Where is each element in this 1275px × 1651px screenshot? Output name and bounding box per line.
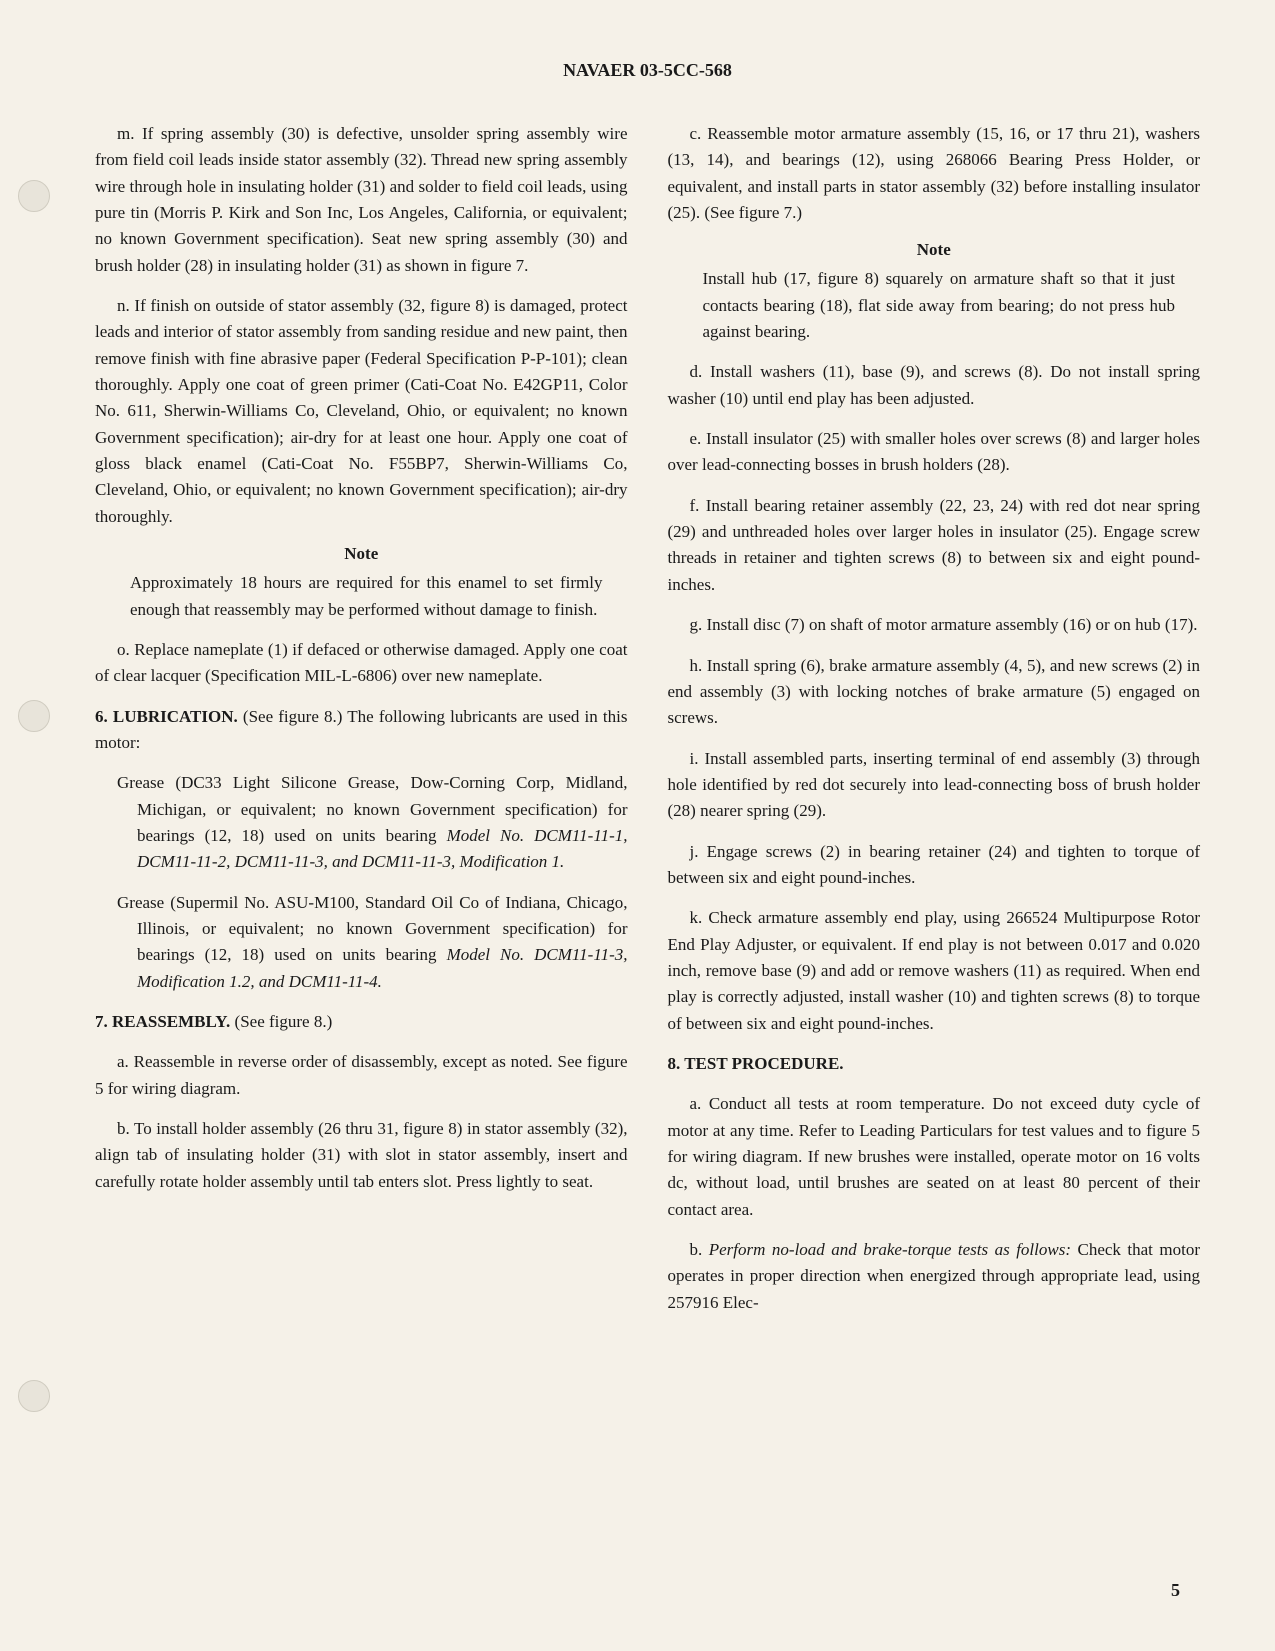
section-8: 8. TEST PROCEDURE. [668,1051,1201,1077]
paragraph-7a: a. Reassemble in reverse order of disass… [95,1049,628,1102]
paragraph-i: i. Install assembled parts, inserting te… [668,746,1201,825]
paragraph-d: d. Install washers (11), base (9), and s… [668,359,1201,412]
paragraph-g: g. Install disc (7) on shaft of motor ar… [668,612,1201,638]
grease-item-2: Grease (Supermil No. ASU-M100, Standard … [137,890,628,995]
content-wrapper: m. If spring assembly (30) is defective,… [95,121,1200,1330]
paragraph-c: c. Reassemble motor armature assembly (1… [668,121,1201,226]
section-8-heading: 8. TEST PROCEDURE. [668,1054,844,1073]
section-6: 6. LUBRICATION. (See figure 8.) The foll… [95,704,628,757]
paragraph-8b: b. Perform no-load and brake-torque test… [668,1237,1201,1316]
paragraph-k: k. Check armature assembly end play, usi… [668,905,1201,1037]
page-header: NAVAER 03-5CC-568 [95,60,1200,81]
grease-item-1: Grease (DC33 Light Silicone Grease, Dow-… [137,770,628,875]
paragraph-n: n. If finish on outside of stator assemb… [95,293,628,530]
section-7: 7. REASSEMBLY. (See figure 8.) [95,1009,628,1035]
hole-punch [18,1380,50,1412]
paragraph-j: j. Engage screws (2) in bearing retainer… [668,839,1201,892]
paragraph-f: f. Install bearing retainer assembly (22… [668,493,1201,598]
paragraph-o: o. Replace nameplate (1) if defaced or o… [95,637,628,690]
paragraph-h: h. Install spring (6), brake armature as… [668,653,1201,732]
note-heading: Note [668,240,1201,260]
paragraph-8a: a. Conduct all tests at room temperature… [668,1091,1201,1223]
note-heading: Note [95,544,628,564]
page-number: 5 [1171,1580,1180,1601]
section-7-heading: 7. REASSEMBLY. [95,1012,230,1031]
hole-punch [18,700,50,732]
paragraph-e: e. Install insulator (25) with smaller h… [668,426,1201,479]
para-8b-prefix: b. [690,1240,709,1259]
para-8b-italic: Perform no-load and brake-torque tests a… [709,1240,1071,1259]
section-7-intro: (See figure 8.) [230,1012,332,1031]
paragraph-7b: b. To install holder assembly (26 thru 3… [95,1116,628,1195]
paragraph-m: m. If spring assembly (30) is defective,… [95,121,628,279]
section-6-heading: 6. LUBRICATION. [95,707,238,726]
left-column: m. If spring assembly (30) is defective,… [95,121,628,1330]
hole-punch [18,180,50,212]
right-column: c. Reassemble motor armature assembly (1… [668,121,1201,1330]
note-text: Approximately 18 hours are required for … [130,570,603,623]
note-text: Install hub (17, figure 8) squarely on a… [703,266,1176,345]
